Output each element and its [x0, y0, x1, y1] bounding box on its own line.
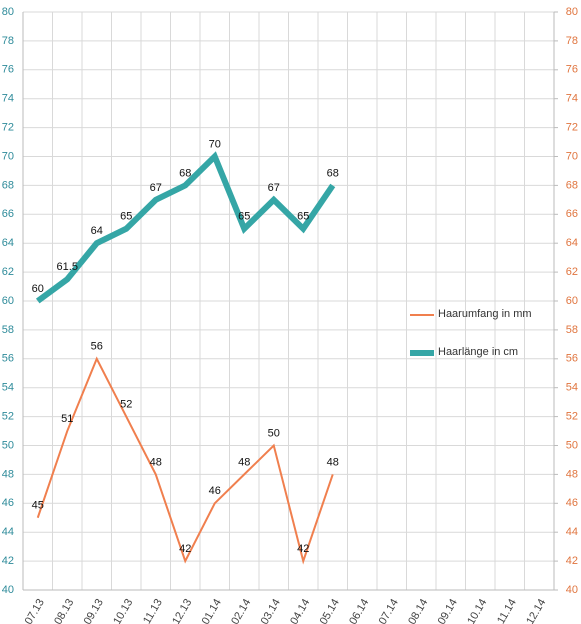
x-tick-label: 09.14 — [436, 597, 460, 624]
x-tick-label: 07.13 — [23, 597, 47, 624]
x-tick-label: 12.13 — [170, 597, 194, 624]
x-tick-label: 08.14 — [406, 597, 430, 624]
y2-tick-label: 40 — [566, 584, 578, 596]
y2-tick-label: 66 — [566, 208, 578, 220]
y-tick-label: 62 — [2, 266, 14, 278]
y-tick-label: 40 — [2, 584, 14, 596]
legend-label: Haarumfang in mm — [438, 308, 532, 320]
x-tick-label: 05.14 — [318, 597, 342, 624]
x-tick-label: 12.14 — [524, 597, 548, 624]
data-label: 48 — [327, 456, 339, 468]
y2-tick-label: 56 — [566, 353, 578, 365]
y2-tick-label: 42 — [566, 555, 578, 567]
data-label: 60 — [32, 283, 44, 295]
data-label: 65 — [297, 211, 309, 223]
data-label: 70 — [209, 138, 221, 150]
x-tick-label: 06.14 — [347, 597, 371, 624]
y-tick-label: 46 — [2, 497, 14, 509]
data-label: 67 — [268, 182, 280, 194]
data-label: 50 — [268, 427, 280, 439]
y2-tick-label: 58 — [566, 324, 578, 336]
data-label: 51 — [61, 413, 73, 425]
y-tick-label: 54 — [2, 382, 14, 394]
x-tick-label: 07.14 — [377, 597, 401, 624]
y2-tick-label: 46 — [566, 497, 578, 509]
data-label: 42 — [179, 543, 191, 555]
series-line — [35, 151, 336, 304]
x-tick-label: 04.14 — [288, 597, 312, 624]
y-tick-label: 42 — [2, 555, 14, 567]
y-tick-label: 66 — [2, 208, 14, 220]
data-label: 65 — [238, 211, 250, 223]
y-tick-label: 68 — [2, 179, 14, 191]
x-tick-label: 08.13 — [52, 597, 76, 624]
x-tick-label: 09.13 — [82, 597, 106, 624]
y-tick-label: 80 — [2, 6, 14, 18]
data-label: 68 — [327, 167, 339, 179]
y2-tick-label: 50 — [566, 439, 578, 451]
y-tick-label: 60 — [2, 295, 14, 307]
y2-tick-label: 48 — [566, 468, 578, 480]
y2-tick-label: 80 — [566, 6, 578, 18]
y2-tick-label: 74 — [566, 93, 578, 105]
x-tick-label: 03.14 — [259, 597, 283, 624]
x-tick-label: 11.14 — [495, 597, 519, 624]
y2-tick-label: 52 — [566, 411, 578, 423]
y2-tick-label: 72 — [566, 122, 578, 134]
x-tick-label: 02.14 — [229, 597, 253, 624]
legend-label: Haarlänge in cm — [438, 346, 519, 358]
data-label: 46 — [209, 485, 221, 497]
data-label: 48 — [150, 456, 162, 468]
series-line — [36, 356, 334, 565]
x-tick-label: 10.14 — [465, 597, 489, 624]
data-label: 67 — [150, 182, 162, 194]
data-label: 45 — [32, 500, 44, 512]
y2-tick-label: 60 — [566, 295, 578, 307]
x-tick-label: 10.13 — [111, 597, 135, 624]
y-tick-label: 58 — [2, 324, 14, 336]
data-label: 42 — [297, 543, 309, 555]
y-tick-label: 64 — [2, 237, 14, 249]
y2-tick-label: 62 — [566, 266, 578, 278]
y2-tick-label: 76 — [566, 64, 578, 76]
data-label: 65 — [120, 211, 132, 223]
y-tick-label: 44 — [2, 526, 14, 538]
y-tick-label: 74 — [2, 93, 14, 105]
data-label: 56 — [91, 341, 103, 353]
y2-tick-label: 70 — [566, 150, 578, 162]
data-label: 64 — [91, 225, 103, 237]
data-label: 48 — [238, 456, 250, 468]
x-tick-label: 11.13 — [141, 597, 165, 624]
y2-tick-label: 54 — [566, 382, 578, 394]
y-tick-label: 76 — [2, 64, 14, 76]
y-tick-label: 78 — [2, 35, 14, 47]
y2-tick-label: 64 — [566, 237, 578, 249]
data-label: 61.5 — [57, 261, 78, 273]
y-tick-label: 72 — [2, 122, 14, 134]
data-label: 68 — [179, 167, 191, 179]
y-tick-label: 70 — [2, 150, 14, 162]
x-tick-label: 01.14 — [200, 597, 224, 624]
y-tick-label: 52 — [2, 411, 14, 423]
data-label: 52 — [120, 399, 132, 411]
y-tick-label: 56 — [2, 353, 14, 365]
y-tick-label: 48 — [2, 468, 14, 480]
y2-tick-label: 68 — [566, 179, 578, 191]
y2-tick-label: 78 — [566, 35, 578, 47]
y2-tick-label: 44 — [566, 526, 578, 538]
y-tick-label: 50 — [2, 439, 14, 451]
